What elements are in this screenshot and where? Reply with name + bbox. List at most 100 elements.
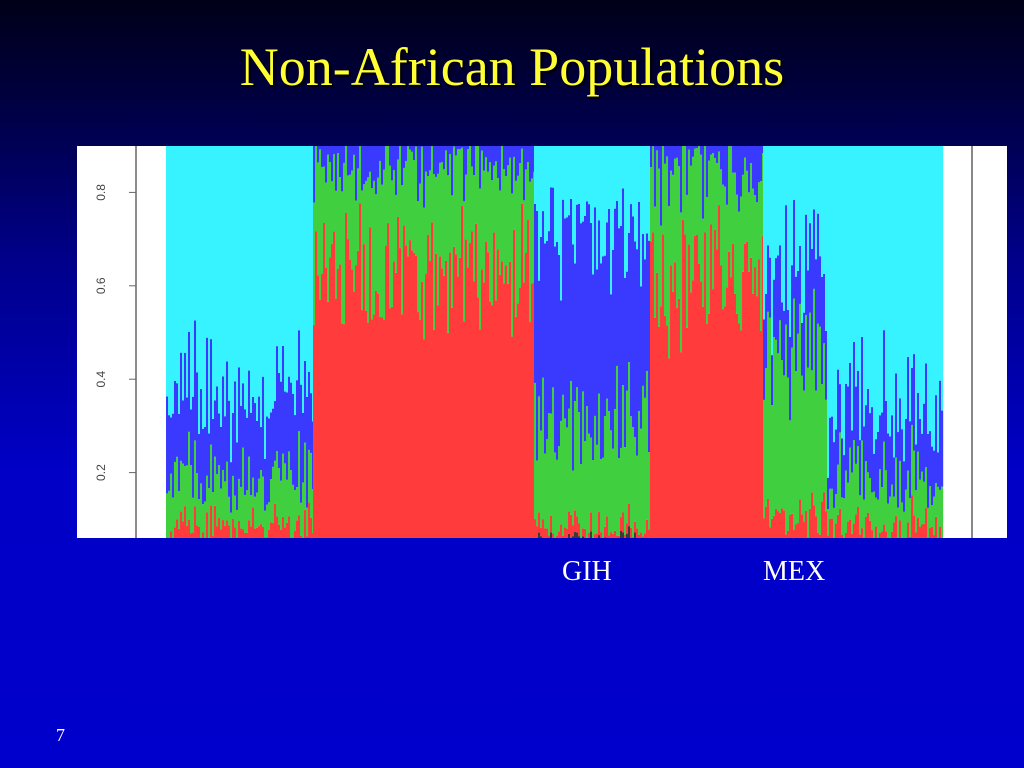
bar-segment-cyan [554, 146, 557, 247]
bar-segment-blue [628, 232, 631, 363]
bar-segment-blue [351, 146, 354, 171]
bar-segment-red [584, 528, 587, 538]
bar-segment-blue [658, 146, 661, 169]
bar-segment-red [248, 520, 251, 538]
bar-segment-green [909, 498, 912, 537]
bar-segment-green [190, 465, 193, 534]
bar-segment-green [258, 478, 261, 527]
bar-segment-green [666, 156, 669, 326]
bar-segment-blue [797, 270, 800, 334]
bar-segment-red [431, 222, 434, 538]
bar-segment-green [296, 487, 299, 521]
bar-segment-blue [769, 257, 772, 318]
bar-segment-cyan [909, 146, 912, 422]
bar-segment-blue [331, 146, 334, 182]
bar-segment-green [634, 437, 637, 522]
bar-segment-blue [377, 146, 380, 178]
bar-segment-red [875, 526, 878, 538]
bar-segment-red [509, 261, 512, 538]
bar-segment-blue [461, 146, 464, 148]
bar-segment-green [397, 159, 400, 217]
bar-segment-red [861, 528, 864, 538]
bar-segment-green [481, 150, 484, 270]
bar-segment-blue [861, 337, 864, 441]
bar-segment-green [375, 194, 378, 291]
bar-segment-cyan [184, 146, 187, 353]
bar-segment-blue [262, 376, 265, 477]
bar-segment-blue [869, 413, 872, 479]
bar-segment-cyan [923, 146, 926, 404]
bar-segment-cyan [811, 146, 814, 249]
bar-segment-red [871, 530, 874, 538]
bar-segment-red [931, 526, 934, 538]
bar-segment-red [451, 307, 454, 538]
bar-segment-blue [883, 330, 886, 442]
bar-segment-blue [720, 146, 723, 170]
bar-segment-blue [527, 146, 530, 163]
bar-segment-red [698, 263, 701, 538]
bar-segment-red [345, 213, 348, 538]
bar-segment-cyan [935, 146, 938, 396]
bar-segment-green [222, 469, 225, 521]
bar-segment-red [377, 293, 380, 538]
bar-segment-blue [590, 222, 593, 438]
bar-segment-dark [540, 536, 543, 538]
bar-segment-green [513, 156, 516, 230]
bar-segment-green [606, 398, 609, 517]
bar-segment-green [650, 167, 653, 242]
bar-segment-green [590, 437, 593, 513]
bar-segment-cyan [937, 146, 940, 453]
bar-segment-green [618, 458, 621, 536]
bar-segment-red [527, 219, 530, 538]
bar-segment-cyan [188, 146, 191, 332]
bar-segment-red [523, 282, 526, 538]
bar-segment-green [678, 166, 681, 299]
bar-segment-green [172, 497, 175, 538]
bar-segment-green [718, 151, 721, 206]
bar-segment-red [787, 530, 790, 538]
bar-segment-green [867, 472, 870, 513]
bar-segment-blue [781, 302, 784, 361]
structure-plot: 0.2 0.4 0.6 0.8 [77, 146, 1007, 538]
bar-segment-green [288, 451, 291, 517]
bar-segment-dark [620, 530, 623, 538]
bar-segment-blue [771, 355, 774, 406]
bar-segment-blue [248, 370, 251, 457]
bar-segment-blue [917, 392, 920, 452]
bar-segment-green [608, 411, 611, 536]
bar-segment-cyan [927, 146, 930, 434]
bar-segment-blue [835, 429, 838, 495]
bar-segment-blue [234, 381, 237, 496]
bar-segment-blue [863, 426, 866, 500]
bar-segment-green [722, 184, 725, 310]
bar-segment-green [769, 317, 772, 528]
bar-segment-green [734, 172, 737, 294]
bar-segment-red [355, 265, 358, 538]
bar-segment-red [608, 535, 611, 538]
bar-segment-green [540, 430, 543, 528]
bar-segment-cyan [871, 146, 874, 408]
bar-segment-red [726, 287, 729, 538]
bar-segment-blue [592, 274, 595, 461]
bar-segment-blue [612, 249, 615, 449]
bar-segment-cyan [835, 146, 838, 430]
bar-segment-red [939, 526, 942, 538]
bar-segment-red [921, 524, 924, 538]
bar-segment-dark [598, 535, 601, 538]
bar-segment-cyan [590, 146, 593, 223]
bar-segment-green [415, 146, 418, 256]
bar-segment-green [327, 154, 330, 302]
bar-segment-blue [819, 256, 822, 327]
bar-segment-blue [429, 146, 432, 171]
bar-segment-red [212, 536, 215, 538]
bar-segment-green [212, 492, 215, 537]
bar-segment-blue [803, 312, 806, 391]
bar-segment-red [686, 327, 689, 538]
bar-segment-cyan [226, 146, 229, 362]
bar-segment-blue [379, 146, 382, 161]
bar-segment-green [276, 451, 279, 517]
bar-segment-red [935, 516, 938, 538]
bar-segment-blue [483, 146, 486, 171]
bar-segment-red [720, 265, 723, 538]
bar-segment-cyan [256, 146, 259, 421]
